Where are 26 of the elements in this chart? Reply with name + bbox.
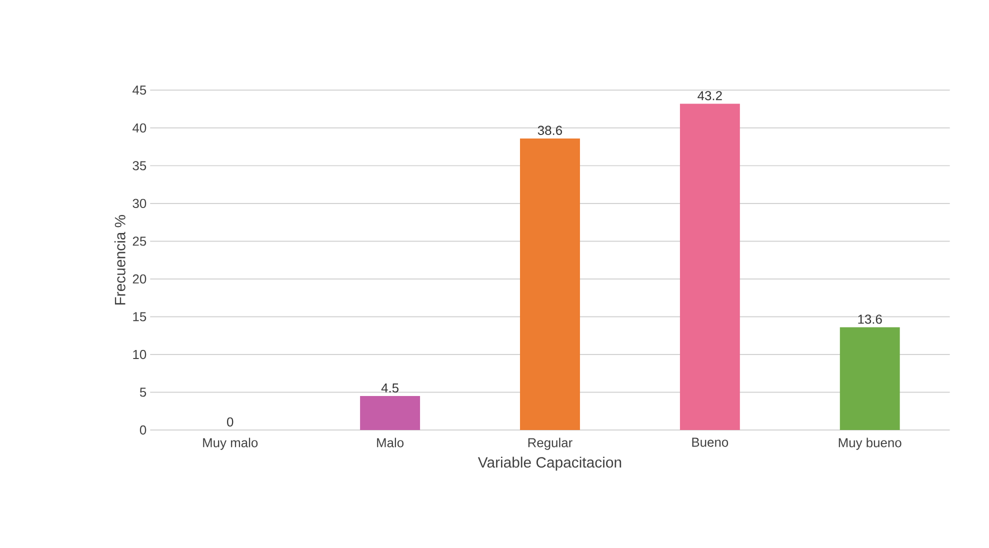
y-tick-label: 45 bbox=[132, 86, 146, 95]
y-tick-label: 20 bbox=[132, 274, 146, 284]
data-label: 13.6 bbox=[858, 314, 882, 324]
data-label: 38.6 bbox=[538, 126, 562, 135]
data-label: 0 bbox=[227, 417, 234, 426]
y-tick-label: 30 bbox=[132, 198, 146, 208]
data-label: 43.2 bbox=[698, 90, 722, 100]
y-tick-label: 0 bbox=[140, 425, 146, 435]
x-axis-title: Variable Capacitacion bbox=[478, 456, 622, 471]
y-tick-label: 35 bbox=[132, 161, 146, 170]
bar bbox=[840, 327, 900, 430]
y-tick-label: 40 bbox=[132, 123, 146, 132]
x-tick-label: Bueno bbox=[692, 438, 728, 447]
x-tick-label: Regular bbox=[528, 438, 572, 450]
bar bbox=[520, 138, 580, 430]
x-tick-label: Malo bbox=[377, 438, 404, 448]
y-tick-label: 25 bbox=[132, 236, 146, 246]
y-axis-title: Frecuencia % bbox=[114, 214, 126, 304]
x-tick-label: Muy malo bbox=[203, 438, 258, 450]
bar bbox=[680, 104, 740, 430]
x-tick-label: Muy bueno bbox=[838, 438, 902, 450]
bar bbox=[360, 396, 420, 430]
y-tick-label: 10 bbox=[133, 350, 146, 359]
y-tick-label: 5 bbox=[140, 388, 146, 397]
data-label: 4.5 bbox=[381, 383, 398, 392]
y-tick-label: 15 bbox=[133, 312, 146, 322]
